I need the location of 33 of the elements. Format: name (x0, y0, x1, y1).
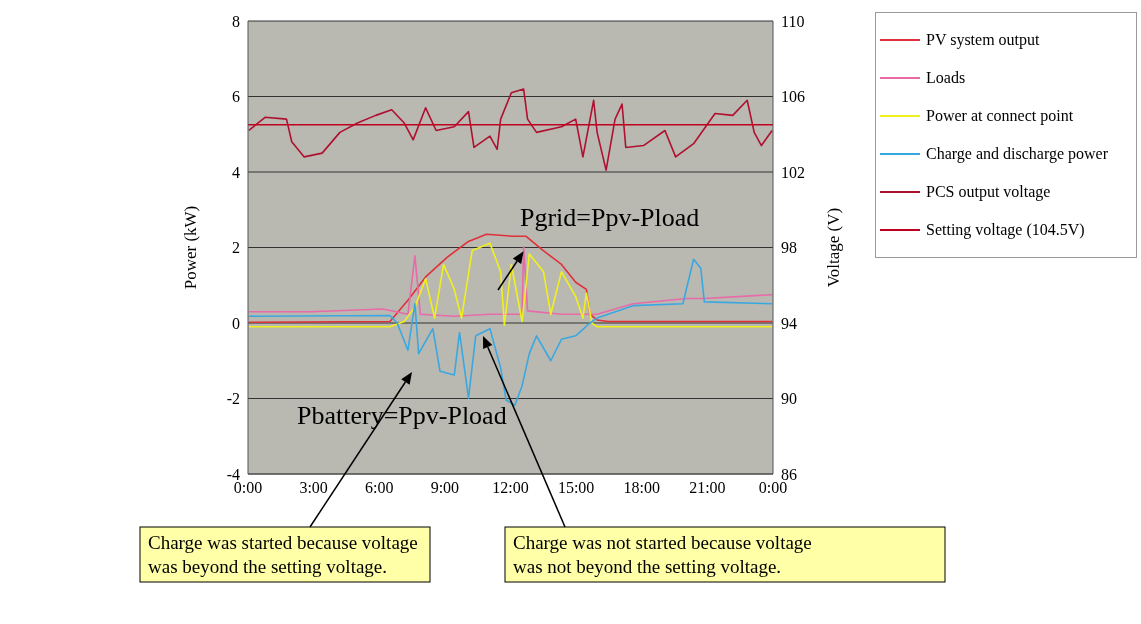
x-tick-label: 6:00 (365, 479, 394, 497)
y2-tick-label: 102 (781, 163, 805, 181)
line-series (248, 88, 773, 171)
legend-label: Setting voltage (104.5V) (926, 221, 1085, 239)
y2-axis-title: Voltage (V) (824, 207, 844, 288)
legend-label: PV system output (926, 31, 1040, 49)
y2-tick-label: 94 (781, 314, 797, 332)
y2-tick-label: 90 (781, 390, 797, 408)
annotation: Pgrid=Ppv-Pload (520, 203, 700, 232)
x-tick-label: 21:00 (689, 479, 726, 497)
y-tick-label: -2 (226, 390, 240, 408)
text: Charge was started because voltage was beyond the setting voltage. (148, 532, 418, 577)
y-tick-label: 2 (232, 239, 240, 257)
x-tick-label: 18:00 (623, 479, 660, 497)
y-tick-label: 6 (232, 88, 240, 106)
legend-label: Charge and discharge power (926, 145, 1109, 163)
y2-tick-label: 110 (781, 12, 805, 30)
line-series (248, 245, 773, 318)
x-tick-label: 15:00 (557, 479, 595, 497)
x-tick-label: 3:00 (299, 479, 328, 497)
y-axis-title: Power (kW) (181, 205, 201, 290)
x-tick-label: 9:00 (430, 479, 460, 497)
y2-tick-label: 106 (781, 88, 805, 106)
legend-label: Power at connect point (926, 107, 1074, 125)
y-tick-label: 0 (232, 314, 240, 332)
y2-tick-label: 98 (781, 239, 797, 257)
legend-label: PCS output voltage (926, 183, 1051, 201)
y-tick-label: 4 (232, 163, 240, 181)
text: Charge was not started because voltage was not beyond the setting voltage. (513, 532, 812, 577)
legend-label: Loads (926, 69, 966, 87)
y-tick-label: 8 (232, 12, 240, 30)
line-series (248, 258, 773, 407)
x-tick-label: 12:00 (492, 479, 529, 497)
